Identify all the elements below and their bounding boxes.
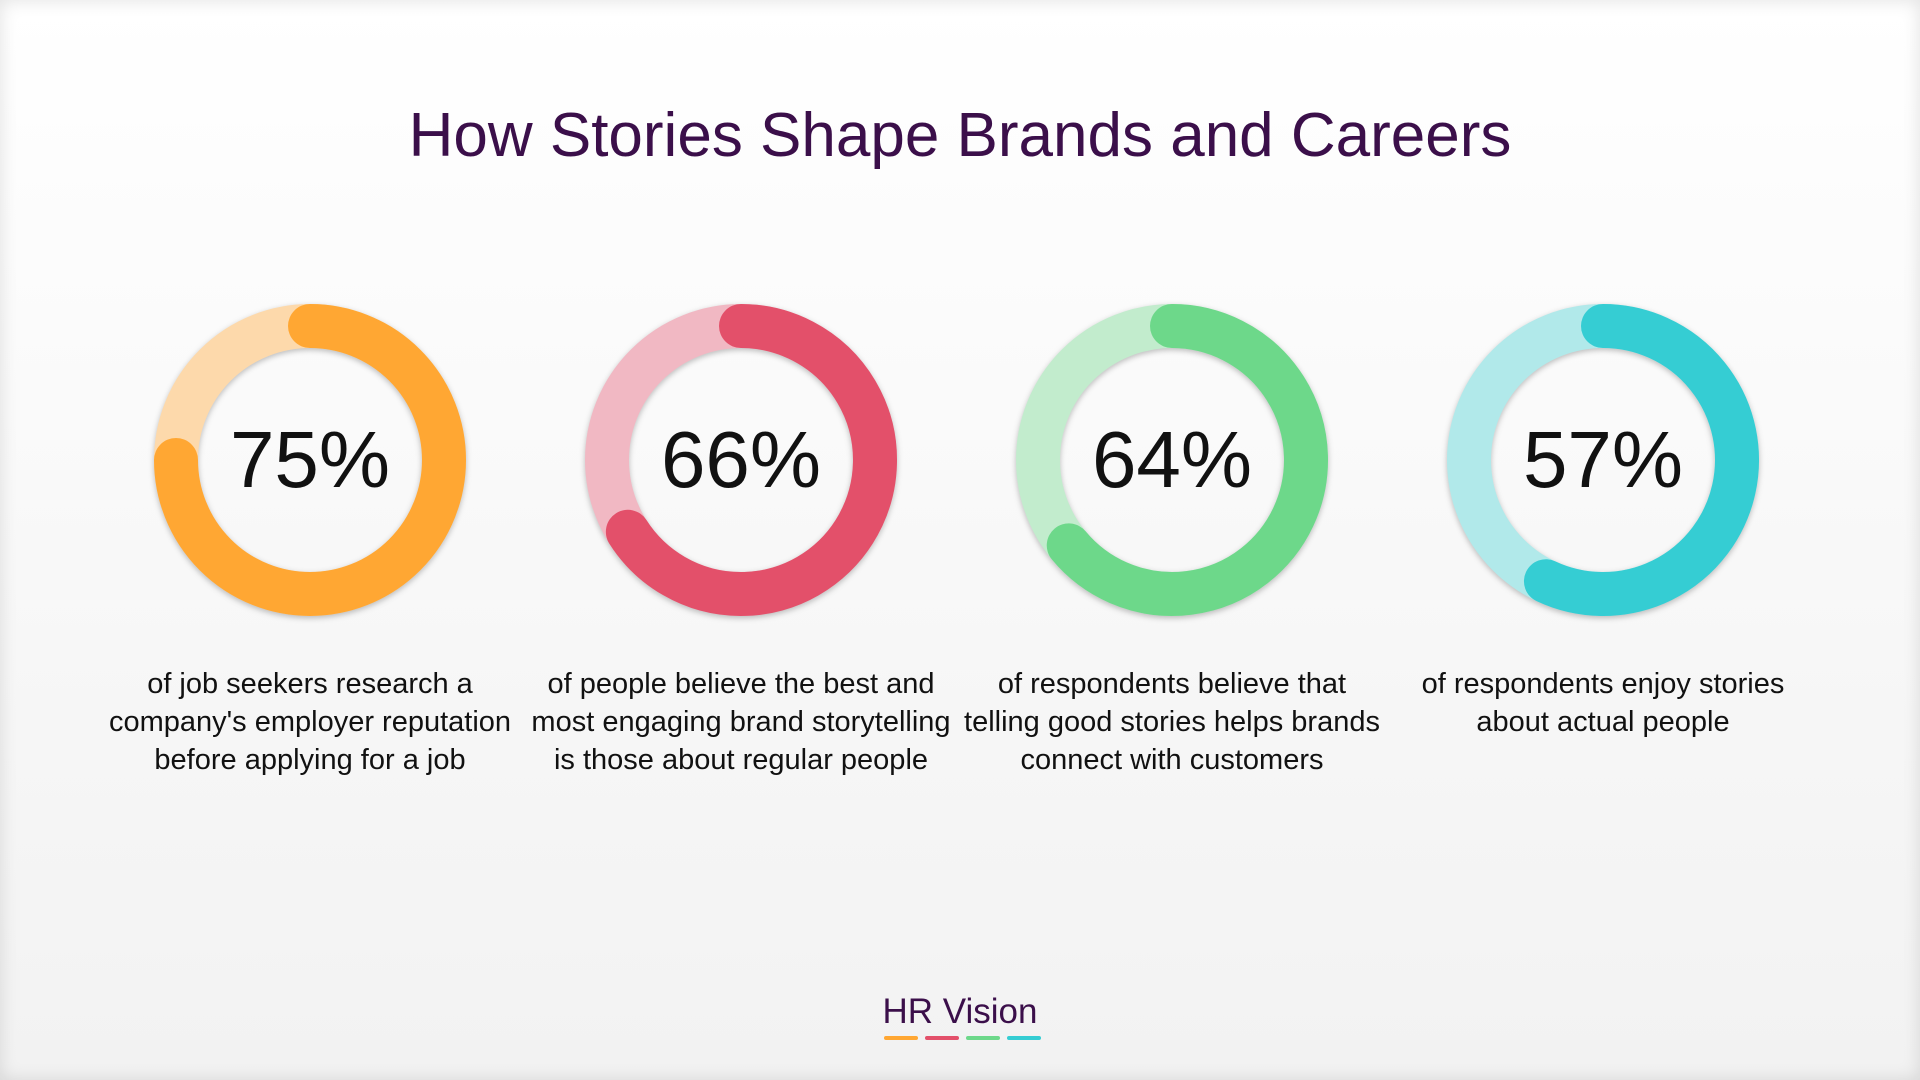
- brand-logo: HR Vision: [0, 992, 1920, 1040]
- percentage-label: 57%: [1522, 415, 1684, 504]
- donut-chart: [581, 300, 901, 620]
- donut-svg: [154, 304, 466, 616]
- brand-name: HR Vision: [882, 992, 1038, 1031]
- percentage-label: 75%: [229, 415, 391, 504]
- donut-svg: [1016, 304, 1328, 616]
- donut-arc: [1523, 304, 1759, 616]
- donut-chart: [150, 300, 470, 620]
- stat-card: 66% of people believe the best and most …: [531, 300, 951, 860]
- donut-arc: [154, 304, 466, 616]
- stat-description: of respondents enjoy stories about actua…: [1421, 668, 1785, 738]
- donut-chart: [1443, 300, 1763, 620]
- donut-arc: [1046, 304, 1328, 616]
- brand-bar: [884, 1036, 918, 1040]
- donut-svg: [585, 304, 897, 616]
- brand-bar: [966, 1036, 1000, 1040]
- stat-card: 75% of job seekers research a company's …: [100, 300, 520, 860]
- stat-description: of people believe the best and most enga…: [531, 668, 951, 776]
- stat-card: 57% of respondents enjoy stories about a…: [1393, 300, 1813, 860]
- brand-bar: [925, 1036, 959, 1040]
- donut-svg: [1447, 304, 1759, 616]
- percentage-label: 66%: [660, 415, 822, 504]
- brand-color-bars: [884, 1036, 1044, 1042]
- percentage-label: 64%: [1091, 415, 1253, 504]
- stat-description: of job seekers research a company's empl…: [108, 668, 512, 776]
- page-title: How Stories Shape Brands and Careers: [408, 101, 1512, 170]
- donut-arc: [605, 304, 897, 616]
- donut-chart: [1012, 300, 1332, 620]
- stat-description: of respondents believe that telling good…: [964, 668, 1380, 776]
- stat-card: 64% of respondents believe that telling …: [962, 300, 1382, 860]
- brand-bar: [1007, 1036, 1041, 1040]
